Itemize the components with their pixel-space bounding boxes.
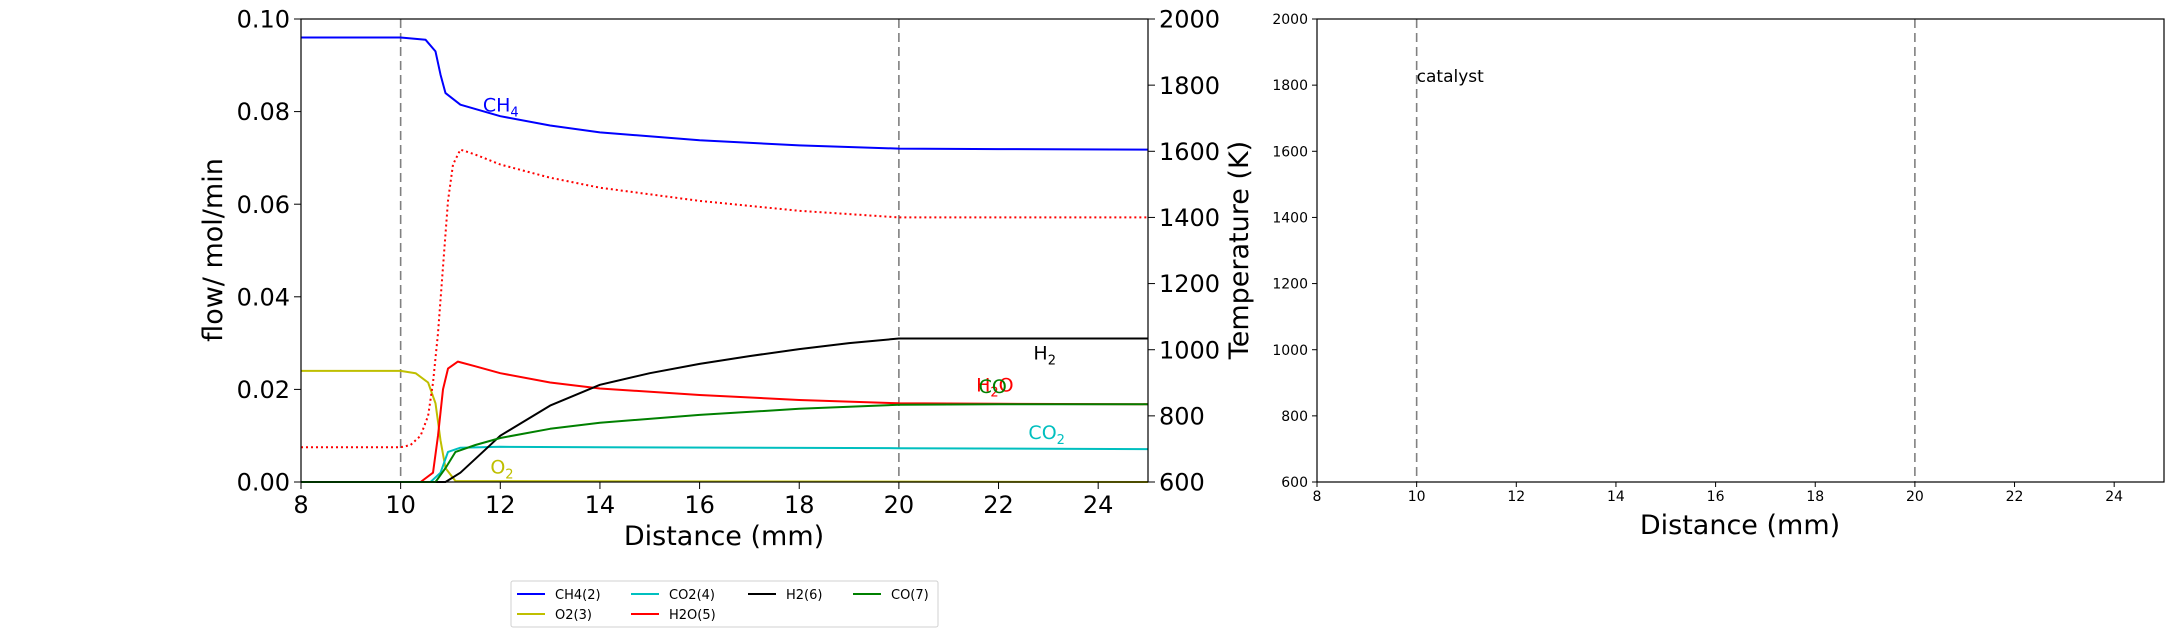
x-tick-label: 16 — [684, 491, 715, 519]
y-tick-label: 0.00 — [237, 469, 290, 497]
y-tick-label: 0.08 — [237, 98, 290, 126]
y-tick-label: 0.10 — [237, 6, 290, 34]
x-tick-label: 20 — [884, 491, 915, 519]
x-tick-label: 8 — [1313, 489, 1322, 505]
species-label: CO — [979, 376, 1007, 398]
x-tick-label: 14 — [1607, 489, 1625, 505]
x-axis-ticks: 8 10 12 14 16 18 20 22 24 — [293, 482, 1113, 519]
catalyst-label: catalyst — [1417, 67, 1484, 87]
x-tick-label: 12 — [1507, 489, 1525, 505]
y2-axis-label: Temperature (K) — [1224, 141, 1255, 360]
y-axis-ticks: 600 800 1000 1200 1400 1600 1800 2000 — [1272, 12, 1317, 491]
y-tick-label: 600 — [1281, 475, 1308, 491]
y-axis-label: flow/ mol/min — [198, 158, 229, 342]
y-tick-label: 0.02 — [237, 376, 290, 404]
species-flow-chart: 8 10 12 14 16 18 20 22 24 0.000.020.040.060.080.… — [198, 6, 1255, 552]
legend-entry: H2(6) — [786, 588, 822, 603]
temperature-line — [301, 148, 1148, 449]
x-tick-label: 24 — [2105, 489, 2123, 505]
y-tick-label: 800 — [1281, 409, 1308, 425]
y2-tick-label: 1000 — [1159, 336, 1220, 364]
series-line-co-7 — [301, 403, 1148, 483]
y-tick-label: 0.04 — [237, 283, 290, 311]
legend-frame — [510, 580, 939, 628]
y-tick-label: 1800 — [1272, 78, 1308, 94]
y2-tick-label: 800 — [1159, 402, 1205, 430]
species-label: H2 — [1033, 342, 1056, 368]
species-label: O2 — [490, 457, 513, 483]
y2-axis-ticks: 600 800 1000 1200 1400 1600 1800 2000 — [1148, 6, 1220, 497]
y2-tick-label: 1400 — [1159, 204, 1220, 232]
plot-frame — [300, 18, 1149, 483]
y2-tick-label: 1200 — [1159, 270, 1220, 298]
x-tick-label: 18 — [784, 491, 815, 519]
y2-tick-label: 2000 — [1159, 6, 1220, 34]
x-tick-label: 10 — [385, 491, 416, 519]
x-tick-label: 20 — [1906, 489, 1924, 505]
y2-tick-label: 1800 — [1159, 72, 1220, 100]
series-line-h2-6 — [301, 337, 1148, 483]
series-line-h2o-5 — [301, 360, 1149, 483]
series-line-ch4-2 — [301, 36, 1149, 151]
x-tick-label: 16 — [1707, 489, 1725, 505]
y-axis-ticks: 0.00 0.02 0.04 0.06 0.08 0.10 — [237, 6, 301, 497]
x-axis-label: Distance (mm) — [624, 521, 824, 552]
plot-frame — [1316, 18, 2165, 483]
series-lines — [301, 36, 1149, 483]
legend-entry: CO2(4) — [669, 588, 715, 603]
species-label: CH4 — [483, 95, 519, 121]
x-tick-label: 8 — [293, 491, 308, 519]
x-axis-label: Distance (mm) — [1640, 510, 1840, 541]
x-tick-label: 12 — [485, 491, 516, 519]
x-tick-label: 10 — [1408, 489, 1426, 505]
y-tick-label: 0.06 — [237, 191, 290, 219]
y2-tick-label: 1600 — [1159, 138, 1220, 166]
x-tick-label: 18 — [1806, 489, 1824, 505]
catalyst-annotation: catalyst — [1417, 67, 1484, 87]
y-tick-label: 1600 — [1272, 144, 1308, 160]
catalyst-chart: 8 10 12 14 16 18 20 22 24 600 800 1000 1200 1400 1600… — [1272, 12, 2165, 541]
legend-entry: O2(3) — [555, 608, 592, 623]
x-tick-label: 22 — [983, 491, 1014, 519]
species-label: CO2 — [1028, 422, 1065, 448]
x-axis-ticks: 8 10 12 14 16 18 20 22 24 — [1313, 482, 2123, 505]
species-label: H2O — [976, 375, 1014, 401]
x-tick-label: 24 — [1083, 491, 1114, 519]
y-tick-label: 2000 — [1272, 12, 1308, 28]
y2-tick-label: 600 — [1159, 469, 1205, 497]
x-tick-label: 14 — [585, 491, 616, 519]
x-tick-label: 22 — [2006, 489, 2024, 505]
legend-entry: H2O(5) — [669, 608, 716, 623]
legend: CH4(2) O2(3) CO2(4) H2O(5) H2(6) CO(7) — [510, 580, 939, 628]
y-tick-label: 1200 — [1272, 277, 1308, 293]
legend-entry: CO(7) — [891, 588, 929, 603]
legend-entry: CH4(2) — [555, 588, 601, 603]
y-tick-label: 1400 — [1272, 210, 1308, 226]
series-line-co2-4 — [301, 445, 1149, 483]
y-tick-label: 1000 — [1272, 343, 1308, 359]
catalyst-lines — [1415, 19, 1916, 482]
